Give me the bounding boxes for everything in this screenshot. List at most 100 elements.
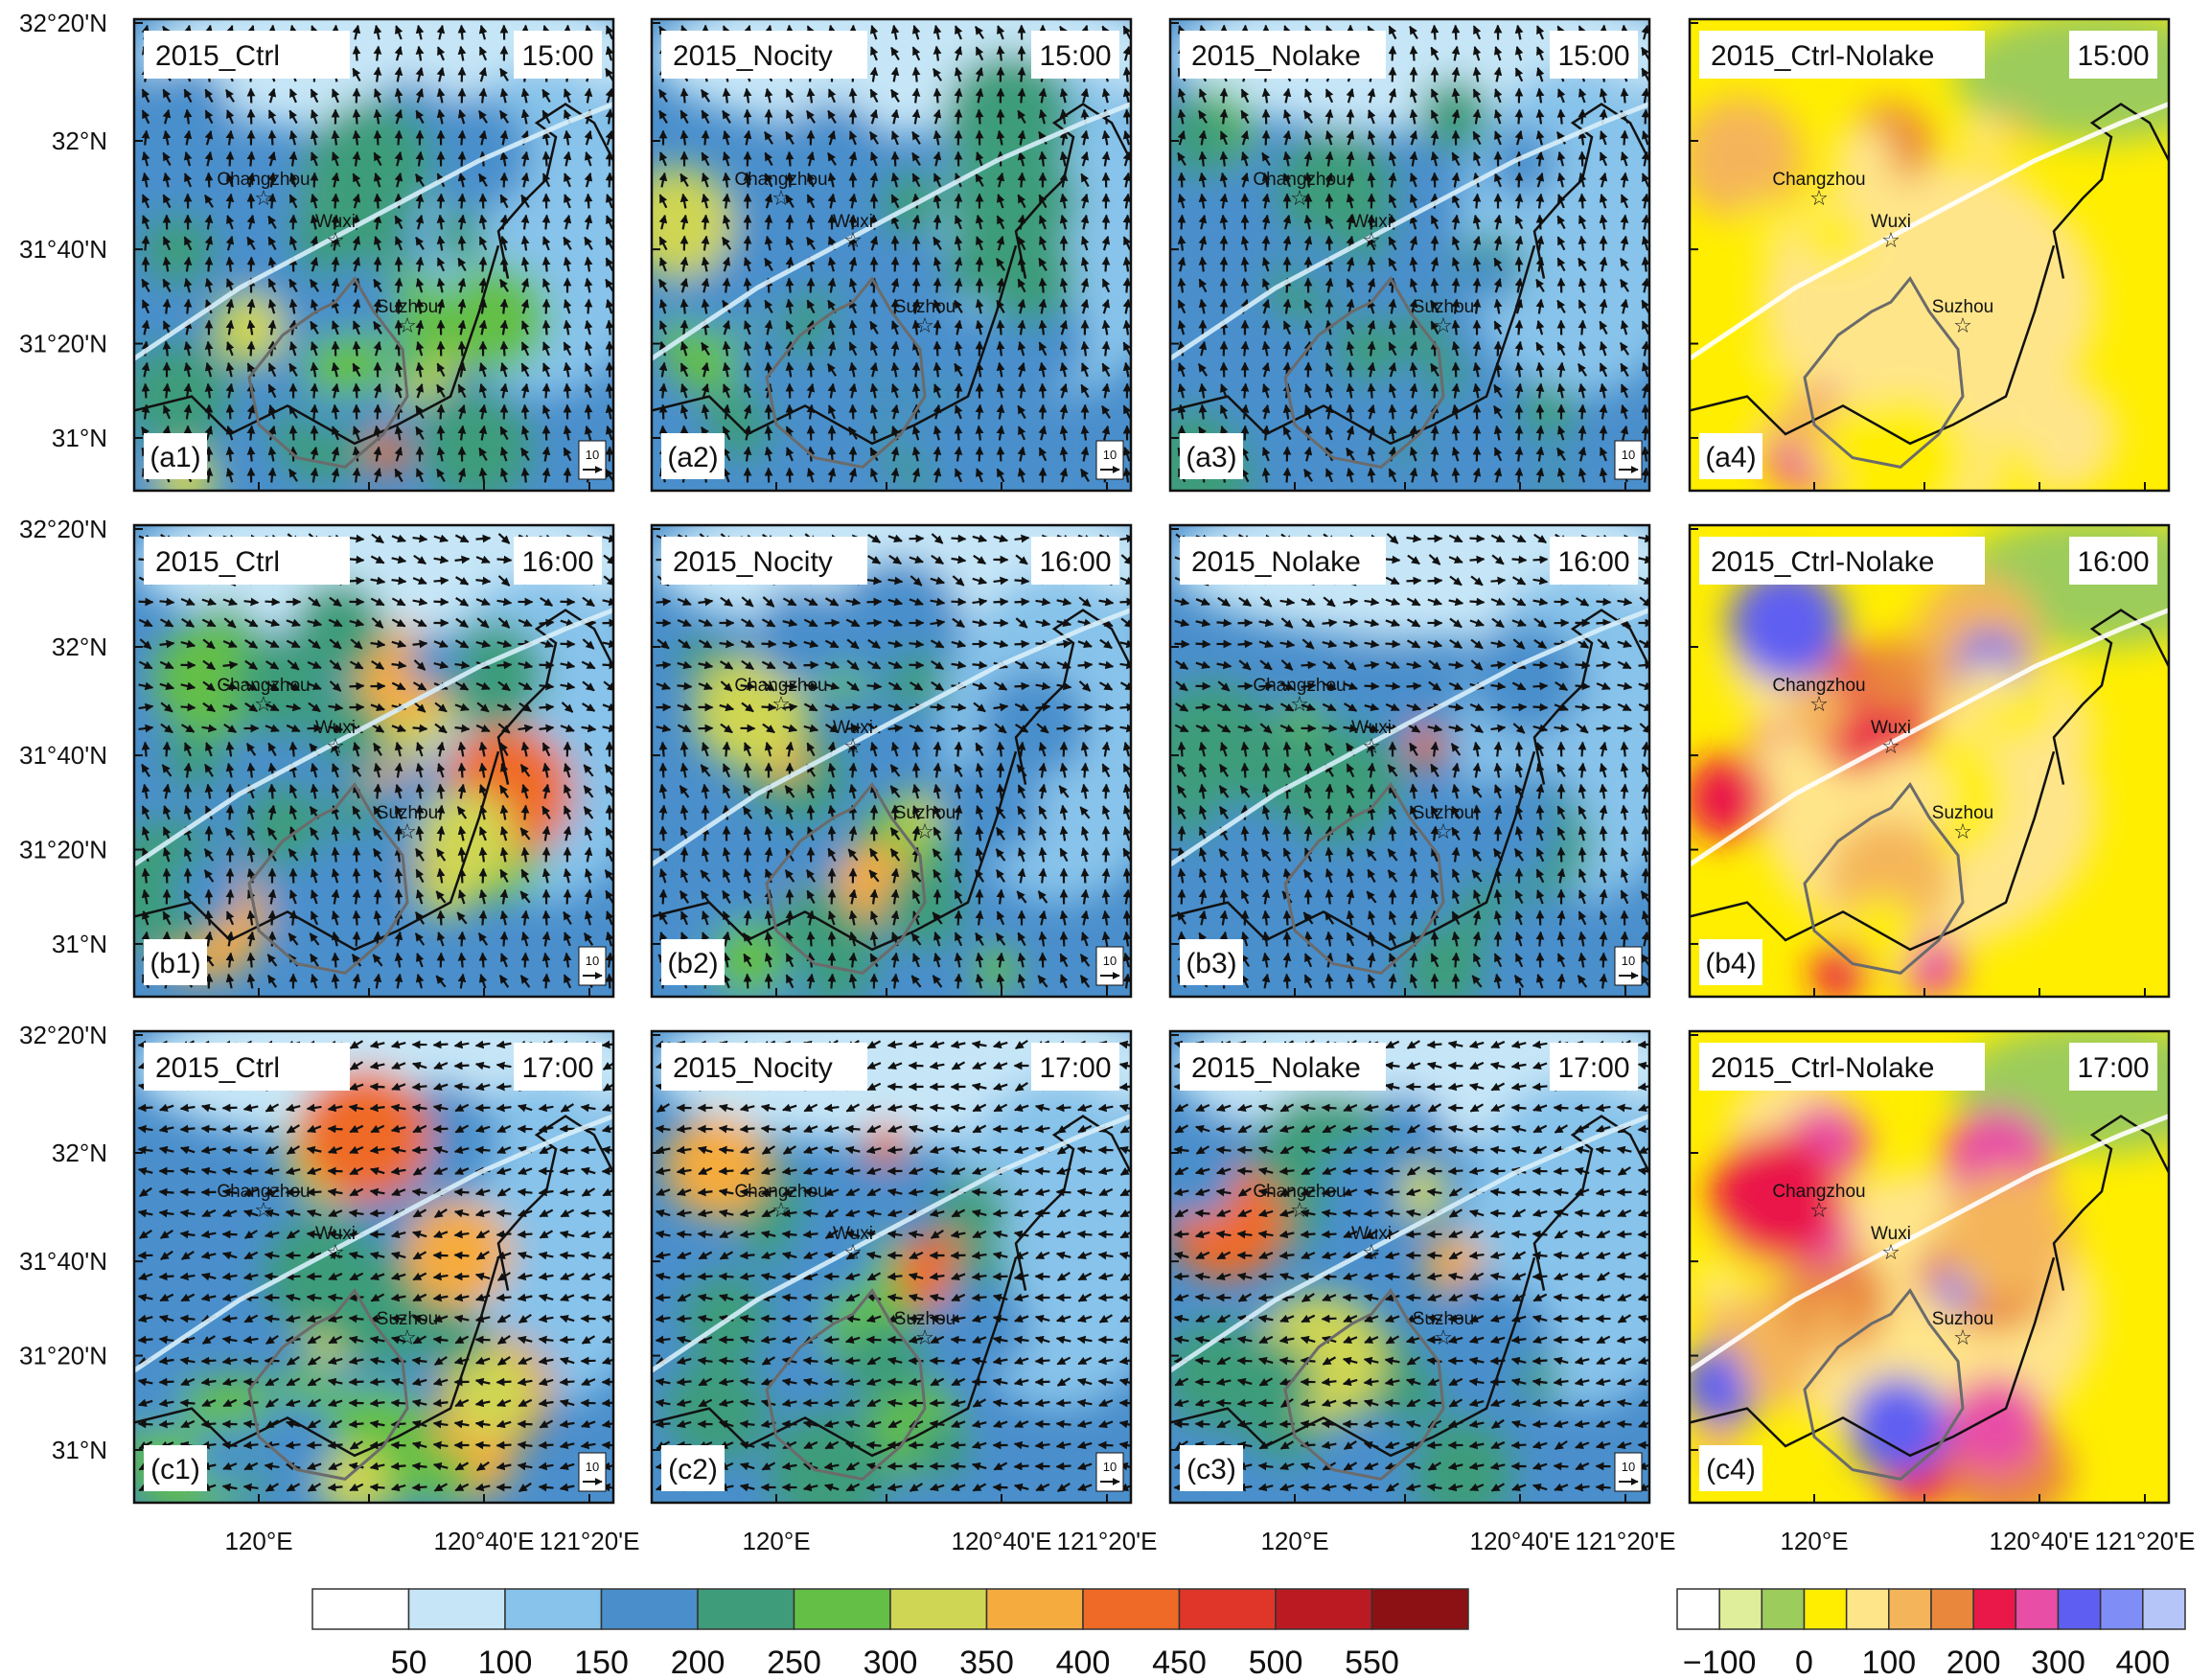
wind-arrow	[141, 109, 150, 125]
wind-arrow	[954, 825, 963, 841]
wind-arrow	[1426, 1040, 1442, 1049]
wind-arrow	[1620, 129, 1629, 146]
wind-arrow	[499, 319, 509, 335]
wind-arrow	[1097, 1440, 1114, 1450]
panel-id: (a4)	[1705, 442, 1756, 473]
wind-arrow	[204, 129, 214, 146]
wind-arrow	[781, 1230, 797, 1239]
wind-arrow	[180, 702, 196, 712]
wind-arrow	[373, 320, 382, 334]
wind-arrow	[352, 256, 361, 272]
wind-arrow	[352, 173, 361, 188]
wind-arrow	[764, 973, 773, 989]
wind-arrow	[1385, 639, 1401, 649]
wind-arrow	[499, 235, 509, 251]
wind-arrow	[204, 172, 214, 188]
wind-arrow	[415, 298, 425, 314]
wind-arrow	[1219, 256, 1229, 272]
wind-arrow	[827, 973, 837, 989]
wind-arrow	[478, 193, 488, 209]
reference-vector-label: 10	[1103, 448, 1117, 462]
wind-arrow	[221, 1145, 238, 1155]
wind-arrow	[971, 1187, 987, 1197]
wind-arrow	[1014, 597, 1030, 607]
wind-arrow	[204, 340, 214, 357]
city-star-icon: ☆	[915, 820, 934, 844]
wind-arrow	[395, 25, 403, 40]
reference-vector-label: 10	[1622, 954, 1635, 968]
wind-arrow	[221, 1103, 238, 1113]
wind-arrow	[1013, 1166, 1029, 1176]
field-blob	[212, 293, 285, 366]
wind-arrow	[267, 109, 277, 125]
wind-arrow	[1363, 1208, 1379, 1218]
wind-arrow	[1472, 277, 1482, 293]
wind-arrow	[1174, 639, 1190, 649]
wind-arrow	[499, 150, 509, 167]
wind-arrow	[1574, 1208, 1590, 1218]
city-label: Suzhou	[894, 803, 956, 823]
wind-arrow	[520, 87, 530, 104]
wind-arrow	[1122, 214, 1131, 230]
wind-arrow	[520, 150, 530, 167]
wind-arrow	[1322, 618, 1338, 628]
wind-arrow	[246, 87, 256, 104]
wind-arrow	[204, 150, 214, 167]
wind-arrow	[141, 88, 150, 104]
wind-arrow	[1321, 1230, 1337, 1239]
city-star-icon: ☆	[326, 735, 345, 759]
wind-arrow	[1324, 783, 1334, 799]
wind-arrow	[865, 1335, 882, 1345]
wind-arrow	[1055, 1461, 1071, 1471]
wind-arrow	[436, 87, 446, 104]
wind-arrow	[541, 382, 551, 399]
field-blob	[1170, 681, 1279, 815]
wind-arrow	[478, 277, 488, 293]
time-label: 16:00	[1557, 546, 1629, 578]
wind-arrow	[951, 702, 967, 712]
field-blob	[910, 1420, 969, 1480]
wind-arrow	[1556, 846, 1566, 863]
wind-arrow	[288, 214, 298, 230]
wind-arrow	[679, 319, 689, 335]
wind-arrow	[331, 256, 340, 272]
panel-id: (b2)	[667, 948, 718, 979]
wind-arrow	[1511, 555, 1528, 564]
wind-arrow	[1076, 1230, 1093, 1239]
wind-arrow	[827, 888, 837, 905]
field-blob	[1372, 870, 1440, 938]
wind-arrow	[183, 129, 193, 146]
wind-arrow	[1405, 1293, 1421, 1302]
wind-arrow	[1034, 1419, 1050, 1429]
wind-arrow	[183, 256, 193, 272]
wind-arrow	[162, 236, 172, 251]
field-blob	[880, 172, 942, 235]
wind-arrow	[972, 724, 988, 733]
wind-arrow	[1342, 1293, 1358, 1302]
wind-arrow	[975, 446, 984, 462]
wind-arrow	[495, 1293, 512, 1302]
wind-arrow	[436, 235, 446, 251]
field-blob	[842, 1321, 927, 1405]
wind-arrow	[1240, 425, 1250, 441]
wind-arrow	[806, 931, 816, 947]
wind-arrow	[658, 888, 668, 905]
wind-arrow	[478, 256, 488, 272]
wind-arrow	[352, 362, 361, 378]
field-blob	[1738, 198, 1785, 245]
time-label: 15:00	[1039, 40, 1111, 72]
city-label: Wuxi	[833, 1224, 873, 1244]
wind-arrow	[1321, 1145, 1337, 1155]
field-blob	[855, 321, 908, 373]
wind-arrow	[478, 24, 488, 40]
wind-arrow	[478, 319, 488, 335]
panel-title: 2015_Nolake	[1191, 40, 1361, 72]
wind-arrow	[743, 214, 752, 230]
wind-arrow	[1514, 467, 1524, 483]
wind-arrow	[477, 109, 489, 124]
wind-arrow	[352, 150, 361, 167]
wind-arrow	[1406, 576, 1422, 586]
